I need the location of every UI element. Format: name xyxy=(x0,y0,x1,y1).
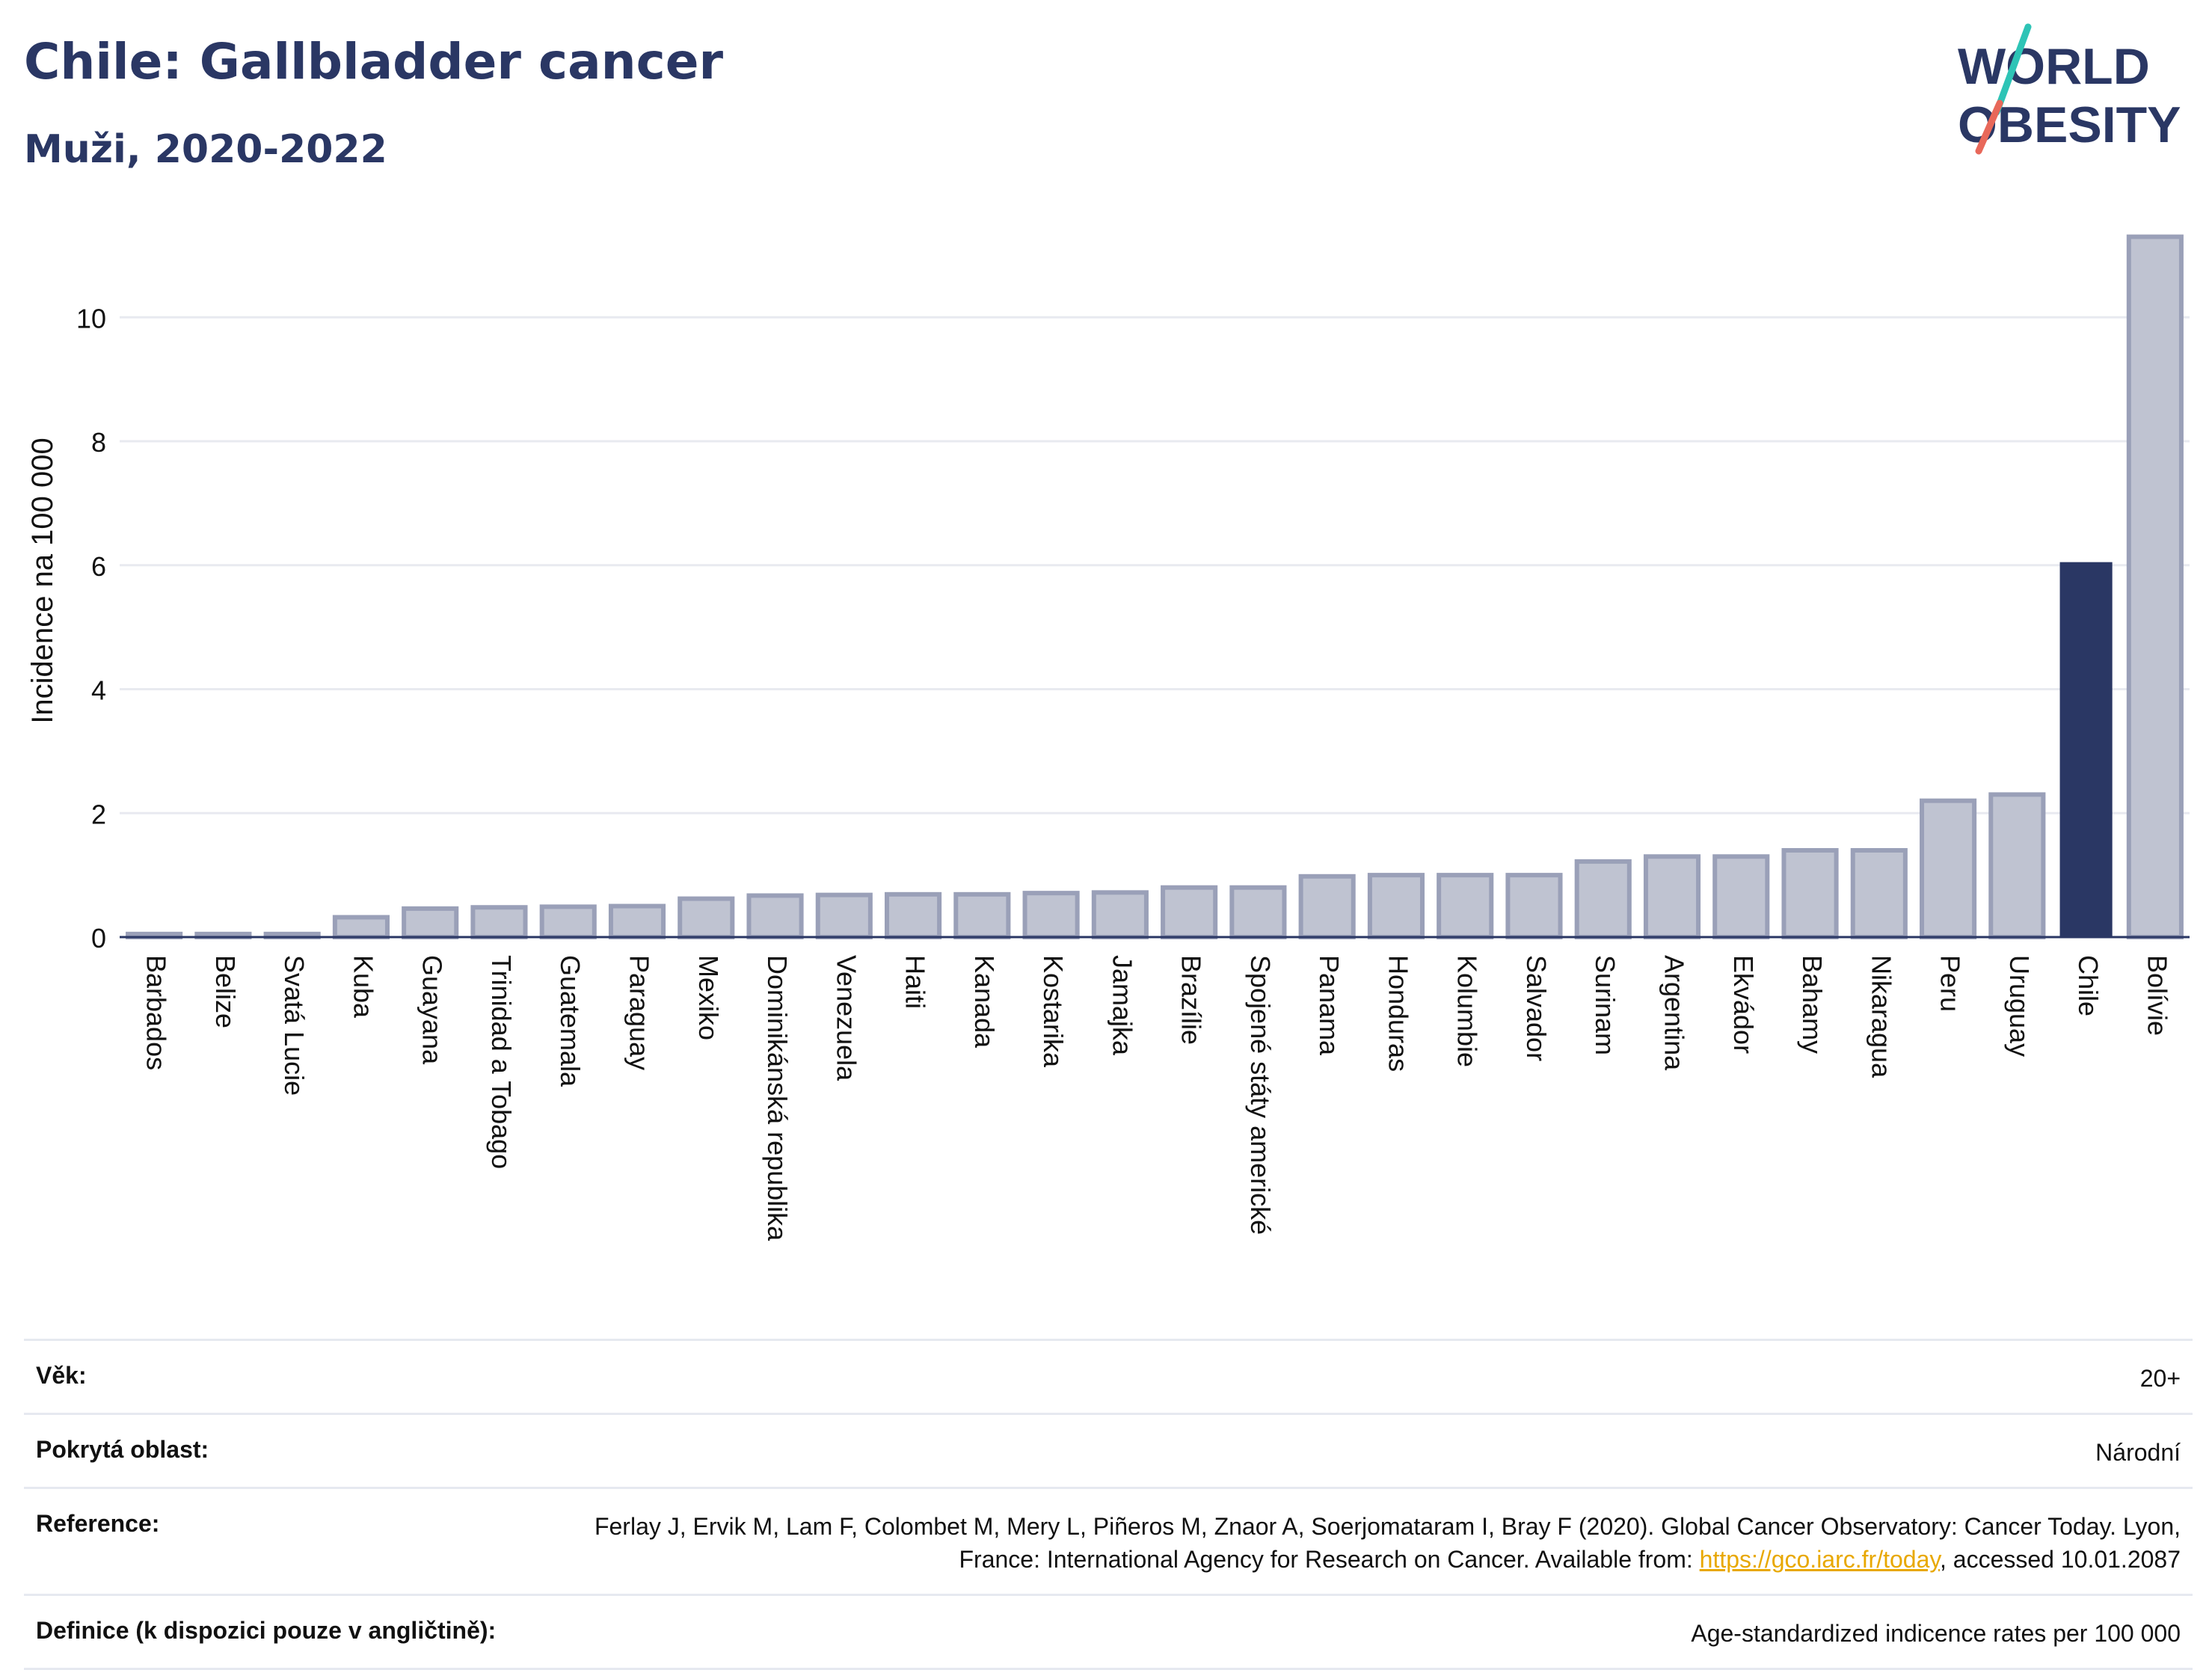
x-tick-label: Paraguay xyxy=(624,955,654,1070)
x-tick-label: Honduras xyxy=(1383,955,1413,1072)
bar xyxy=(1850,847,1908,940)
bar xyxy=(815,892,873,939)
y-axis-label: Incidence na 100 000 xyxy=(26,438,59,724)
info-label: Reference: xyxy=(36,1510,160,1537)
bar xyxy=(1712,854,1770,939)
bar xyxy=(1229,885,1287,939)
bar xyxy=(608,903,666,939)
reference-text: Ferlay J, Ervik M, Lam F, Colombet M, Me… xyxy=(594,1513,2181,1573)
x-tick-label: Kostarika xyxy=(1038,955,1069,1068)
bar xyxy=(470,905,528,940)
y-tick-label: 6 xyxy=(91,551,106,582)
x-tick-label: Svatá Lucie xyxy=(279,955,310,1096)
bar xyxy=(539,904,597,940)
info-value: Národní xyxy=(2095,1439,2181,1466)
info-row-definition: Definice (k dispozici pouze v angličtině… xyxy=(24,1594,2193,1670)
bar xyxy=(1367,873,1425,940)
x-tick-label: Bolívie xyxy=(2142,955,2172,1036)
bar xyxy=(1505,873,1563,940)
info-value: Ferlay J, Ervik M, Lam F, Colombet M, Me… xyxy=(550,1510,2181,1576)
logo-slash-teal xyxy=(1993,23,2032,116)
x-tick-label: Dominikánská republika xyxy=(762,955,793,1241)
y-tick-label: 2 xyxy=(91,799,106,829)
bar xyxy=(1022,891,1080,939)
bar xyxy=(953,891,1011,939)
bar xyxy=(1091,890,1149,939)
bar xyxy=(1643,854,1701,939)
x-tick-label: Panama xyxy=(1314,955,1345,1056)
x-tick-label: Kuba xyxy=(348,955,378,1019)
x-tick-label: Trinidad a Tobago xyxy=(486,955,517,1169)
bar xyxy=(1920,798,1977,940)
x-tick-label: Salvador xyxy=(1521,955,1552,1061)
info-row-reference: Reference: Ferlay J, Ervik M, Lam F, Col… xyxy=(24,1487,2193,1594)
chart-subtitle: Muži, 2020-2022 xyxy=(24,127,387,172)
bar xyxy=(885,891,942,939)
info-row-coverage: Pokrytá oblast: Národní xyxy=(24,1413,2193,1487)
reference-accessed: , accessed 10.01.2087 xyxy=(1939,1546,2181,1573)
info-row-age: Věk: 20+ xyxy=(24,1339,2193,1413)
info-label: Pokrytá oblast: xyxy=(36,1436,209,1463)
x-tick-label: Ekvádor xyxy=(1728,955,1759,1054)
info-value: Age-standardized indicence rates per 100… xyxy=(1691,1620,2181,1647)
reference-link[interactable]: https://gco.iarc.fr/today xyxy=(1699,1546,1940,1573)
info-value: 20+ xyxy=(2139,1365,2181,1392)
x-tick-label: Haiti xyxy=(900,955,931,1009)
x-tick-label: Bahamy xyxy=(1797,955,1828,1054)
bar xyxy=(746,893,804,940)
x-tick-label: Argentina xyxy=(1659,955,1689,1071)
x-tick-label: Surinam xyxy=(1590,955,1620,1055)
bar xyxy=(2059,562,2113,937)
world-obesity-logo: WORLD OBESITY xyxy=(1958,23,2181,155)
x-tick-label: Kolumbie xyxy=(1452,955,1483,1067)
x-tick-label: Mexiko xyxy=(693,955,724,1040)
bar xyxy=(1298,874,1356,940)
x-tick-label: Guayana xyxy=(417,955,448,1065)
x-tick-label: Guatemala xyxy=(555,955,586,1087)
bar xyxy=(1437,873,1494,940)
chart-title: Chile: Gallbladder cancer xyxy=(24,33,724,90)
logo-slash-red xyxy=(1975,99,2003,155)
bar xyxy=(1161,885,1218,939)
info-table: Věk: 20+ Pokrytá oblast: Národní Referen… xyxy=(24,1339,2193,1670)
bar xyxy=(332,915,390,939)
x-tick-label: Barbados xyxy=(141,955,172,1070)
info-label: Definice (k dispozici pouze v angličtině… xyxy=(36,1617,497,1644)
y-tick-label: 10 xyxy=(76,303,106,334)
info-label: Věk: xyxy=(36,1362,87,1389)
y-tick-label: 8 xyxy=(91,427,106,458)
y-tick-label: 0 xyxy=(91,923,106,954)
logo-text-world: WORLD xyxy=(1958,38,2150,95)
x-tick-label: Kanada xyxy=(969,955,1000,1049)
x-tick-label: Belize xyxy=(210,955,241,1028)
bar xyxy=(402,906,459,940)
x-tick-label: Venezuela xyxy=(831,955,861,1081)
bar-chart: 0 2 4 6 8 10 Barbados Belize Svatá Lucie Kuba Guay… xyxy=(26,234,2190,1241)
bar xyxy=(1574,859,1632,940)
x-tick-label: Uruguay xyxy=(2004,955,2035,1057)
x-tick-label: Spojené státy americké xyxy=(1245,955,1276,1235)
bar xyxy=(1988,792,2046,940)
x-tick-label: Nikaragua xyxy=(1866,955,1896,1078)
x-tick-label: Chile xyxy=(2073,955,2104,1016)
bar xyxy=(678,896,735,939)
bar xyxy=(2126,234,2184,939)
y-tick-label: 4 xyxy=(91,675,106,706)
x-tick-label: Jamajka xyxy=(1107,955,1137,1056)
x-tick-label: Peru xyxy=(1935,955,1966,1012)
bar xyxy=(1781,847,1839,940)
x-tick-label: Brazílie xyxy=(1176,955,1207,1045)
